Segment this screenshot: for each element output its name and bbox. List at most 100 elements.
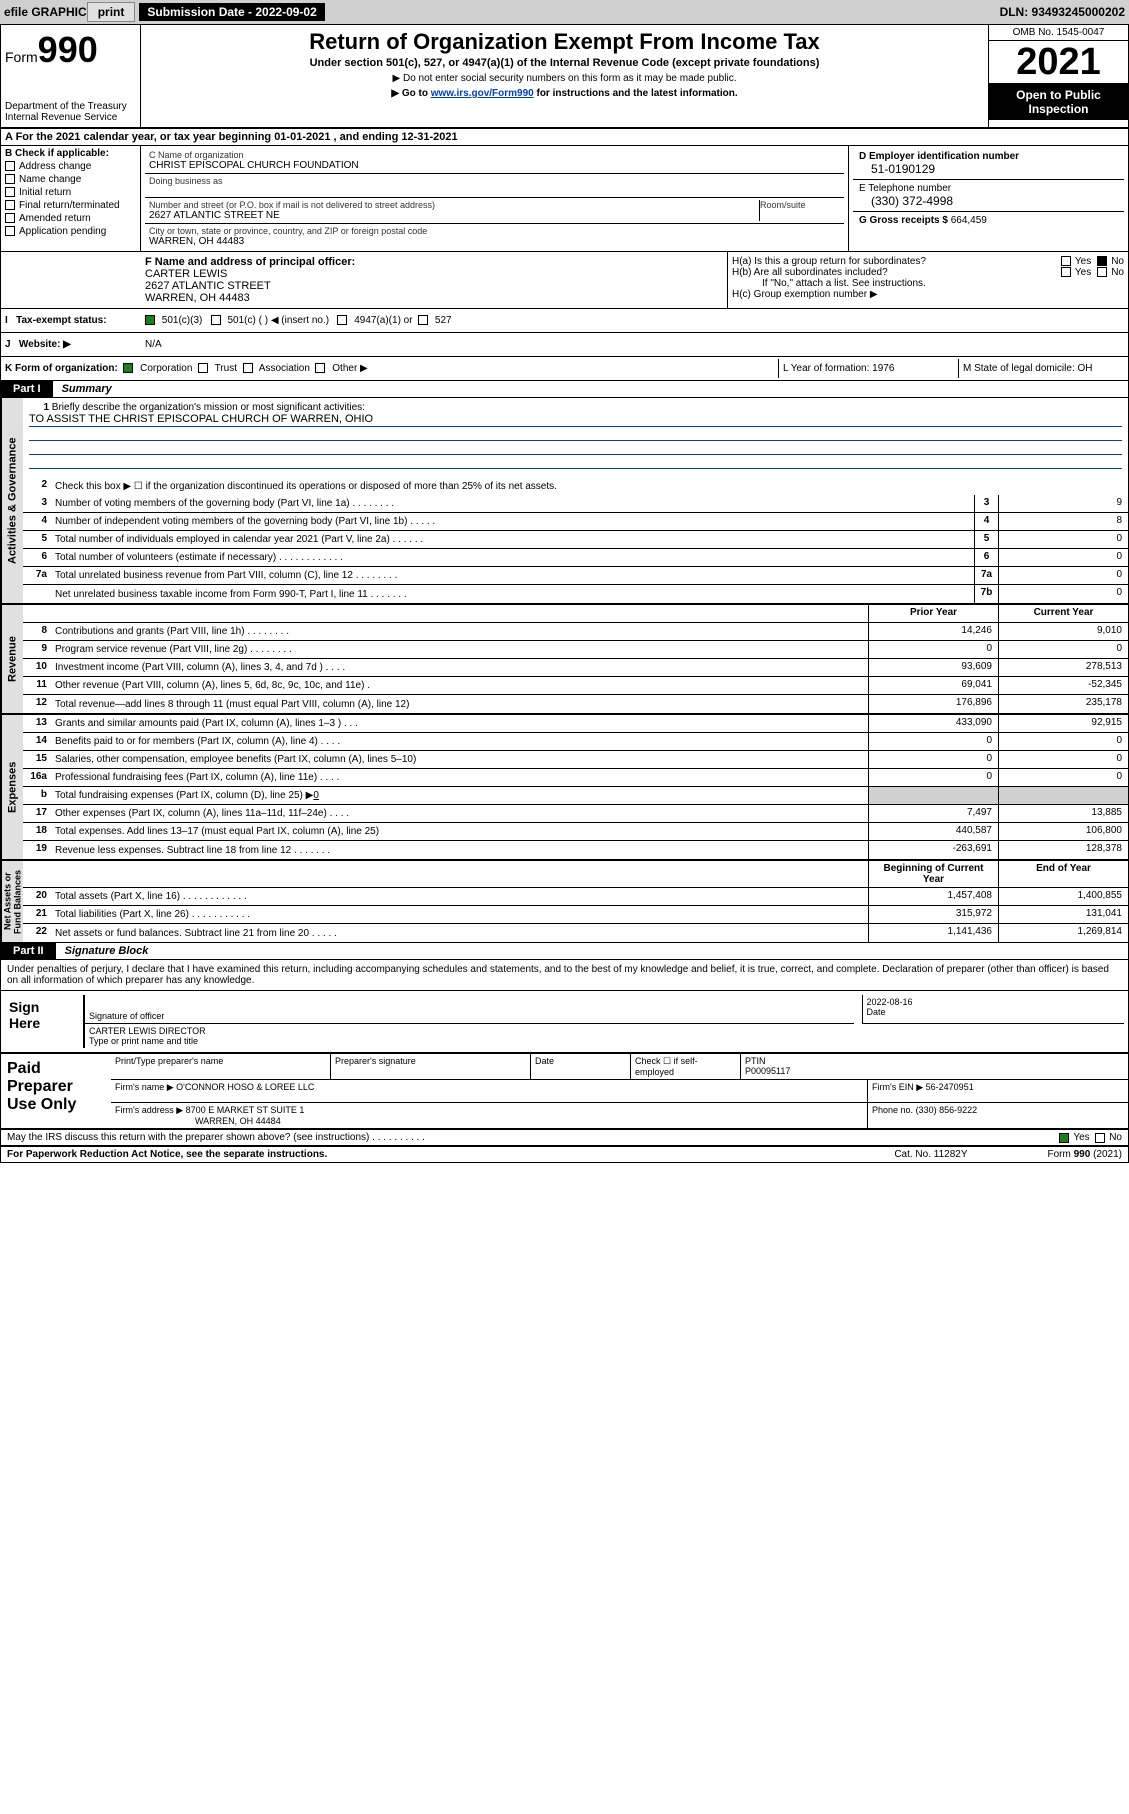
officer-addr2: WARREN, OH 44483 (145, 292, 723, 304)
l18: Total expenses. Add lines 13–17 (must eq… (51, 823, 868, 840)
l17: Other expenses (Part IX, column (A), lin… (51, 805, 868, 822)
form-subtitle: Under section 501(c), 527, or 4947(a)(1)… (149, 57, 980, 69)
grey16b-p (868, 787, 998, 804)
l9: Program service revenue (Part VIII, line… (51, 641, 868, 658)
chk-trust[interactable] (198, 363, 208, 373)
j-label: Website: ▶ (19, 339, 71, 350)
firm-name-cell: Firm's name ▶ O'CONNOR HOSO & LOREE LLC (111, 1080, 868, 1102)
firm-phone-cell: Phone no. (330) 856-9222 (868, 1103, 1128, 1128)
chk-amended-return[interactable]: Amended return (5, 213, 136, 224)
chk-501c[interactable] (211, 315, 221, 325)
vtab-expenses: Expenses (1, 715, 23, 859)
chk-app-pending[interactable]: Application pending (5, 226, 136, 237)
chk-4947[interactable] (337, 315, 347, 325)
mission-blank2 (29, 441, 1122, 455)
irs-link[interactable]: www.irs.gov/Form990 (431, 88, 534, 99)
line2-desc: Check this box ▶ ☐ if the organization d… (51, 477, 1128, 495)
penalty-declaration: Under penalties of perjury, I declare th… (1, 960, 1128, 991)
cat-no: Cat. No. 11282Y (894, 1149, 967, 1160)
line-j-website: J Website: ▶ N/A (1, 333, 1128, 357)
f-label: F Name and address of principal officer: (145, 256, 723, 268)
discuss-question: May the IRS discuss this return with the… (7, 1132, 1059, 1143)
l16b: Total fundraising expenses (Part IX, col… (51, 787, 868, 804)
l6: Total number of volunteers (estimate if … (51, 549, 974, 566)
chk-501c3[interactable] (145, 315, 155, 325)
prep-date-hdr: Date (531, 1054, 631, 1079)
print-button[interactable]: print (87, 2, 136, 22)
v3: 9 (998, 495, 1128, 512)
section-expenses: Expenses 13Grants and similar amounts pa… (1, 715, 1128, 861)
chk-final-return[interactable]: Final return/terminated (5, 200, 136, 211)
grey16b-c (998, 787, 1128, 804)
discuss-yes[interactable] (1059, 1133, 1069, 1143)
g-label: G Gross receipts $ (859, 215, 948, 226)
col-c-name: C Name of organization CHRIST EPISCOPAL … (141, 146, 848, 251)
officer-name: CARTER LEWIS (145, 268, 723, 280)
officer-signature-field[interactable]: Signature of officer (83, 995, 854, 1024)
l15: Salaries, other compensation, employee b… (51, 751, 868, 768)
chk-527[interactable] (418, 315, 428, 325)
part-i-label: Part I (1, 381, 53, 397)
discuss-row: May the IRS discuss this return with the… (1, 1130, 1128, 1147)
l-year: L Year of formation: 1976 (778, 359, 958, 378)
ha-label: H(a) Is this a group return for subordin… (732, 256, 1061, 267)
l22: Net assets or fund balances. Subtract li… (51, 924, 868, 942)
phone-value: (330) 372-4998 (859, 194, 1118, 208)
goto-post: for instructions and the latest informat… (534, 88, 738, 99)
paid-preparer-area: Paid Preparer Use Only Print/Type prepar… (1, 1054, 1128, 1130)
firm-ein-cell: Firm's EIN ▶ 56-2470951 (868, 1080, 1128, 1102)
form-word: Form (5, 49, 38, 65)
ha-no[interactable] (1097, 256, 1107, 266)
b-label: B Check if applicable: (5, 148, 136, 159)
form-number: 990 (38, 29, 98, 70)
goto-pre: ▶ Go to (391, 88, 430, 99)
chk-address-change[interactable]: Address change (5, 161, 136, 172)
chk-corp[interactable] (123, 363, 133, 373)
chk-initial-return[interactable]: Initial return (5, 187, 136, 198)
i-label: Tax-exempt status: (16, 315, 106, 326)
l13: Grants and similar amounts paid (Part IX… (51, 715, 868, 732)
discuss-no[interactable] (1095, 1133, 1105, 1143)
chk-other[interactable] (315, 363, 325, 373)
hb-yes[interactable] (1061, 267, 1071, 277)
e-label: E Telephone number (859, 183, 1118, 194)
line-i-tax-status: I Tax-exempt status: 501(c)(3) 501(c) ( … (1, 309, 1128, 333)
l14: Benefits paid to or for members (Part IX… (51, 733, 868, 750)
city-state-zip: WARREN, OH 44483 (149, 236, 840, 247)
part-ii-bar: Part II Signature Block (1, 943, 1128, 960)
section-net-assets: Net Assets orFund Balances Beginning of … (1, 861, 1128, 943)
irs-label: Internal Revenue Service (5, 112, 136, 123)
footer: For Paperwork Reduction Act Notice, see … (1, 1147, 1128, 1162)
mission-blank1 (29, 427, 1122, 441)
officer-addr1: 2627 ATLANTIC STREET (145, 280, 723, 292)
prior-hdr: Prior Year (868, 605, 998, 622)
ssn-note: ▶ Do not enter social security numbers o… (149, 73, 980, 84)
mission-blank3 (29, 455, 1122, 469)
header-mid: Return of Organization Exempt From Incom… (141, 25, 988, 127)
col-b-checks: B Check if applicable: Address change Na… (1, 146, 141, 251)
d-label: D Employer identification number (859, 151, 1118, 162)
submission-date: Submission Date - 2022-09-02 (139, 3, 324, 21)
col-f: F Name and address of principal officer:… (141, 252, 728, 308)
header-left: Form990 Department of the Treasury Inter… (1, 25, 141, 127)
chk-assoc[interactable] (243, 363, 253, 373)
prep-sig-hdr: Preparer's signature (331, 1054, 531, 1079)
v4: 8 (998, 513, 1128, 530)
open-inspection: Open to Public Inspection (989, 84, 1128, 120)
addr-label: Number and street (or P.O. box if mail i… (149, 200, 759, 210)
chk-name-change[interactable]: Name change (5, 174, 136, 185)
goto-note: ▶ Go to www.irs.gov/Form990 for instruct… (149, 88, 980, 99)
prep-ptin-hdr: PTIN P00095117 (741, 1054, 1128, 1079)
header-right: OMB No. 1545-0047 2021 Open to Public In… (988, 25, 1128, 127)
section-revenue: Revenue Prior YearCurrent Year 8Contribu… (1, 605, 1128, 715)
pra-notice: For Paperwork Reduction Act Notice, see … (7, 1149, 327, 1160)
form-header: Form990 Department of the Treasury Inter… (1, 25, 1128, 129)
line-a-taxyear: A For the 2021 calendar year, or tax yea… (1, 129, 1128, 146)
efile-topbar: efile GRAPHIC print Submission Date - 20… (0, 0, 1129, 24)
ha-yes[interactable] (1061, 256, 1071, 266)
sign-date-field: 2022-08-16 Date (862, 995, 1125, 1024)
hb-no[interactable] (1097, 267, 1107, 277)
vtab-revenue: Revenue (1, 605, 23, 713)
v7a: 0 (998, 567, 1128, 584)
l5: Total number of individuals employed in … (51, 531, 974, 548)
